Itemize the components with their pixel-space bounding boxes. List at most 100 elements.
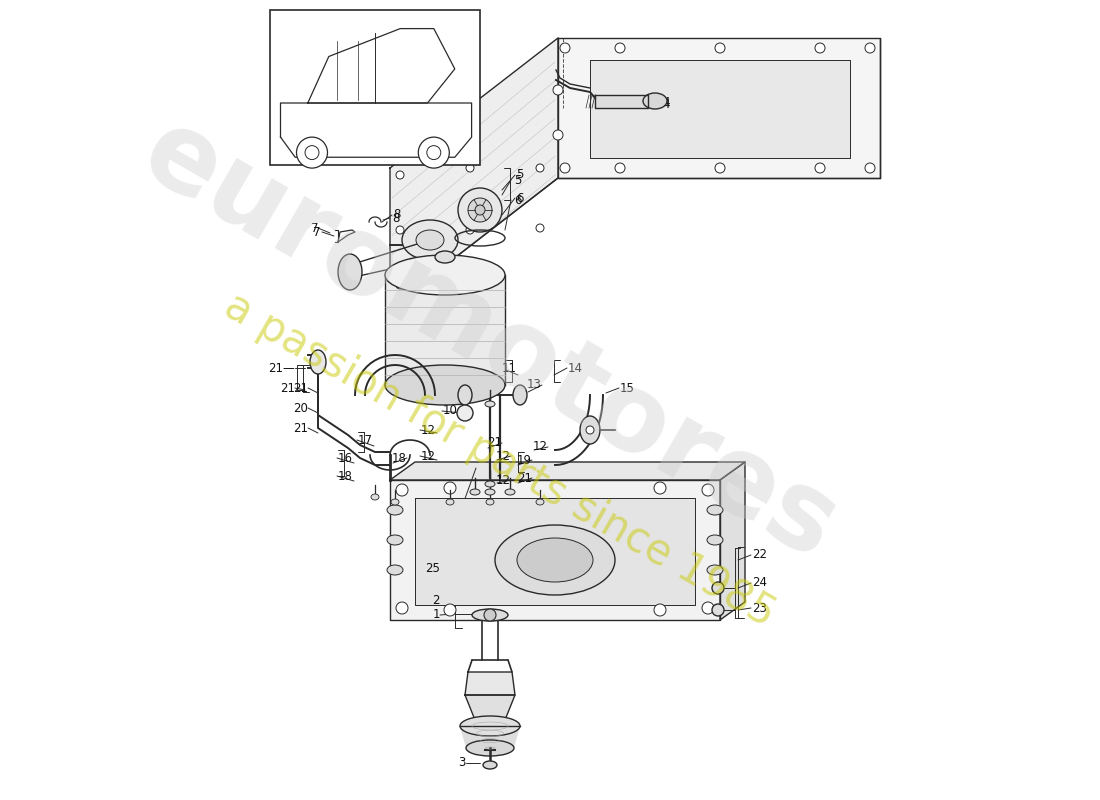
Text: 19: 19 (517, 454, 532, 466)
Text: 15: 15 (620, 382, 635, 394)
Circle shape (444, 482, 456, 494)
Text: 5: 5 (516, 169, 524, 182)
Polygon shape (385, 275, 505, 385)
Text: 4: 4 (662, 95, 670, 109)
Text: 22: 22 (752, 549, 767, 562)
Circle shape (468, 198, 492, 222)
Text: 7: 7 (310, 222, 318, 234)
Circle shape (560, 43, 570, 53)
Text: a passion for parts since 1985: a passion for parts since 1985 (217, 285, 783, 635)
Text: 2: 2 (432, 594, 440, 606)
Ellipse shape (644, 93, 667, 109)
Circle shape (715, 43, 725, 53)
Ellipse shape (505, 489, 515, 495)
Circle shape (712, 604, 724, 616)
Circle shape (396, 484, 408, 496)
Text: 12: 12 (421, 423, 436, 437)
Text: 21—: 21— (268, 362, 295, 374)
Text: 18: 18 (338, 470, 353, 482)
Ellipse shape (416, 230, 444, 250)
Circle shape (654, 482, 666, 494)
Circle shape (654, 604, 666, 616)
Text: 7: 7 (312, 226, 320, 238)
Ellipse shape (486, 499, 494, 505)
Circle shape (560, 163, 570, 173)
Circle shape (396, 281, 404, 289)
Text: 20: 20 (293, 402, 308, 414)
Polygon shape (390, 38, 558, 308)
Text: 9: 9 (443, 378, 451, 391)
Polygon shape (390, 462, 745, 480)
Circle shape (305, 146, 319, 159)
Circle shape (536, 164, 544, 172)
Text: 23: 23 (752, 602, 767, 614)
Circle shape (484, 609, 496, 621)
Polygon shape (308, 29, 454, 103)
Ellipse shape (402, 220, 458, 260)
Circle shape (297, 137, 328, 168)
Polygon shape (595, 95, 648, 108)
Polygon shape (720, 462, 745, 620)
Text: 12: 12 (421, 450, 436, 462)
Ellipse shape (390, 499, 399, 505)
Ellipse shape (485, 401, 495, 407)
Circle shape (615, 163, 625, 173)
Text: 21: 21 (280, 382, 295, 394)
Polygon shape (415, 498, 695, 605)
Text: 13: 13 (527, 378, 542, 391)
Text: 8: 8 (392, 211, 399, 225)
Ellipse shape (387, 535, 403, 545)
Text: 25: 25 (425, 562, 440, 574)
Ellipse shape (371, 494, 380, 500)
Text: 14: 14 (568, 362, 583, 374)
Text: 18: 18 (392, 451, 407, 465)
Circle shape (396, 226, 404, 234)
Text: 17: 17 (358, 434, 373, 446)
Ellipse shape (536, 499, 544, 505)
Circle shape (396, 171, 404, 179)
Circle shape (427, 146, 441, 159)
Ellipse shape (483, 761, 497, 769)
Text: 16: 16 (338, 451, 353, 465)
Ellipse shape (466, 740, 514, 756)
Ellipse shape (517, 538, 593, 582)
Ellipse shape (456, 405, 473, 421)
Circle shape (702, 484, 714, 496)
Ellipse shape (310, 350, 326, 374)
Circle shape (615, 43, 625, 53)
Polygon shape (465, 695, 515, 720)
Ellipse shape (385, 365, 505, 405)
Text: 24: 24 (752, 577, 767, 590)
Ellipse shape (485, 481, 495, 487)
Ellipse shape (338, 254, 362, 290)
Circle shape (466, 226, 474, 234)
Text: 12: 12 (496, 450, 512, 462)
Circle shape (458, 188, 502, 232)
Circle shape (815, 163, 825, 173)
Ellipse shape (485, 489, 495, 495)
Ellipse shape (707, 535, 723, 545)
Circle shape (586, 426, 594, 434)
Text: 21: 21 (487, 437, 502, 450)
Ellipse shape (458, 385, 472, 405)
Ellipse shape (580, 416, 600, 444)
Circle shape (715, 163, 725, 173)
Polygon shape (460, 726, 520, 748)
Ellipse shape (446, 499, 454, 505)
Ellipse shape (460, 716, 520, 736)
Text: 11: 11 (502, 362, 517, 374)
Text: euromotores: euromotores (124, 98, 856, 582)
Ellipse shape (472, 609, 508, 621)
Polygon shape (465, 672, 515, 695)
Ellipse shape (495, 525, 615, 595)
Text: 21: 21 (293, 382, 308, 394)
Circle shape (815, 43, 825, 53)
Circle shape (712, 582, 724, 594)
Bar (270, 10, 480, 165)
Text: 21: 21 (293, 422, 308, 434)
Text: 21: 21 (517, 471, 532, 485)
Ellipse shape (387, 505, 403, 515)
Polygon shape (590, 60, 850, 158)
Circle shape (865, 163, 874, 173)
Ellipse shape (513, 385, 527, 405)
